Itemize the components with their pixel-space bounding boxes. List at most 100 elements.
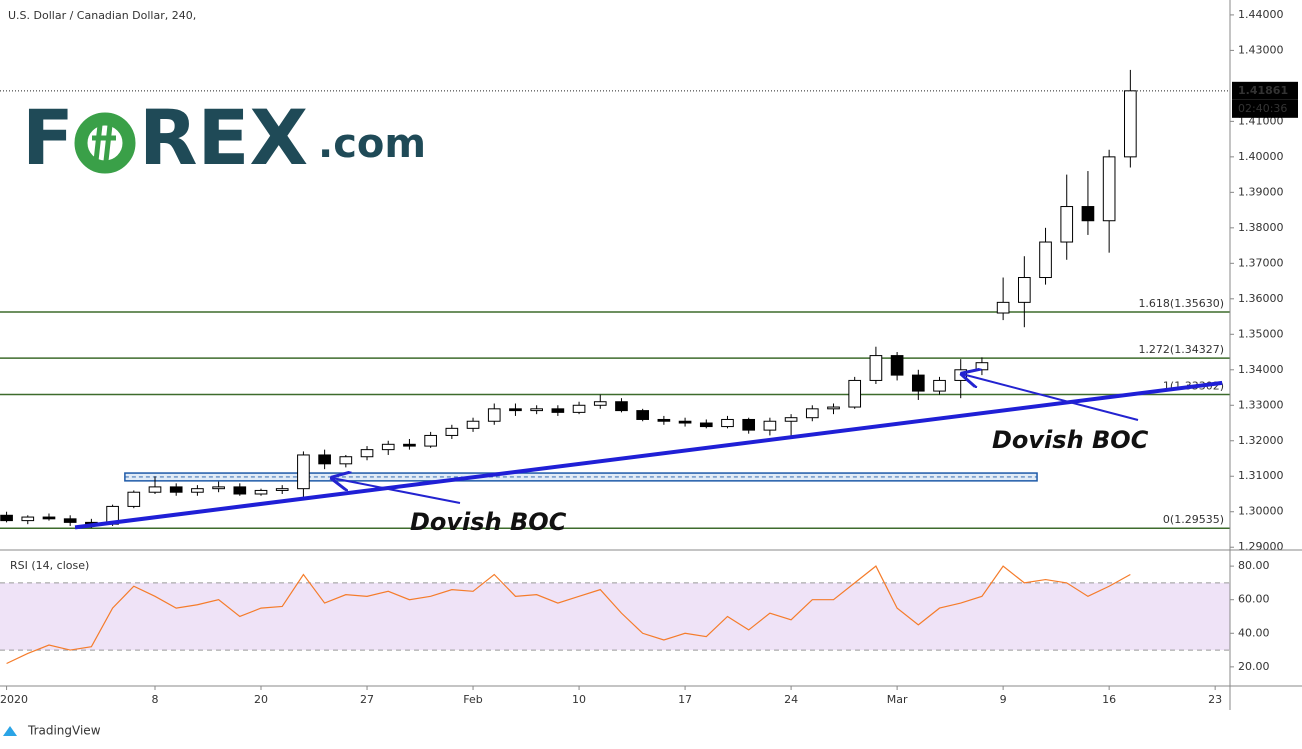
x-tick-label: 9 [1000, 693, 1007, 706]
y-tick-label: 1.30000 [1238, 505, 1284, 518]
candle-body [0, 514, 13, 522]
candle-body [318, 454, 331, 465]
x-tick-label: 16 [1102, 693, 1116, 706]
candle-body [381, 443, 395, 451]
candle-body [1017, 277, 1031, 303]
logo-suffix: .com [318, 121, 426, 167]
y-tick-label: 1.40000 [1238, 150, 1284, 163]
annotation-arrow [962, 374, 1139, 421]
candle-body [657, 418, 671, 422]
logo-left: F [22, 93, 74, 182]
candle-body [191, 488, 204, 493]
y-tick-label: 40.00 [1238, 626, 1270, 639]
candle-body [848, 379, 862, 408]
candle-body [1060, 206, 1074, 243]
x-tick-label: 17 [678, 693, 692, 706]
y-tick-label: 1.36000 [1238, 292, 1284, 305]
candle-body [466, 420, 480, 429]
rsi-pane [0, 565, 1230, 665]
candle-body [360, 449, 374, 458]
candle-body [1081, 206, 1095, 222]
footer-icon [3, 726, 17, 736]
logo: F REX .com [22, 93, 426, 182]
y-tick-label: 1.29000 [1238, 540, 1284, 553]
candle-body [827, 406, 840, 410]
candle-body [890, 355, 904, 376]
y-tick-label: 1.34000 [1238, 363, 1284, 376]
rsi-band [0, 582, 1230, 651]
candle-body [487, 408, 501, 422]
y-tick-label: 1.39000 [1238, 185, 1284, 198]
logo-o [74, 112, 136, 174]
y-tick-label: 1.37000 [1238, 256, 1284, 269]
y-tick-label: 20.00 [1238, 660, 1270, 673]
candle-body [763, 420, 777, 431]
x-tick-label: 20 [254, 693, 268, 706]
annotation: Dovish BOC [992, 426, 1149, 454]
x-tick-label: Mar [887, 693, 908, 706]
candle-body [615, 401, 628, 412]
candle-body [42, 516, 56, 520]
candle-body [63, 518, 77, 523]
candle-body [509, 408, 522, 412]
current-price-box [1232, 81, 1298, 100]
candle-body [805, 408, 819, 419]
y-tick-label: 80.00 [1238, 559, 1270, 572]
candle-body [721, 418, 734, 428]
x-tick-label: 27 [360, 693, 374, 706]
y-tick-label: 60.00 [1238, 593, 1270, 606]
y-tick-label: 1.44000 [1238, 8, 1284, 21]
candle-body [424, 434, 437, 447]
y-tick-label: 1.31000 [1238, 469, 1284, 482]
candle-body [593, 401, 607, 406]
candle-body [784, 417, 798, 422]
logo-o-symbol [92, 124, 116, 162]
candle-body [699, 422, 713, 428]
x-tick-label: 2020 [0, 693, 28, 706]
level-label: 1.618(1.35630) [1138, 297, 1224, 310]
chart-title: U.S. Dollar / Canadian Dollar, 240, [8, 9, 196, 22]
candle-body [403, 443, 416, 447]
timer-box [1232, 99, 1298, 118]
annotation-arrow [332, 478, 461, 504]
candle-body [996, 301, 1010, 314]
candle-body [530, 408, 543, 412]
candle-body [636, 410, 650, 420]
candle-body [297, 454, 310, 490]
candle-body [233, 486, 247, 495]
trendline [74, 380, 1223, 530]
x-tick-label: 23 [1208, 693, 1222, 706]
x-tick-label: 24 [784, 693, 798, 706]
level-label: 1.272(1.34327) [1138, 343, 1224, 356]
y-tick-label: 1.38000 [1238, 221, 1284, 234]
candle-body [869, 355, 883, 381]
logo-right: REX [139, 93, 308, 182]
candle-body [551, 408, 565, 413]
footer-text: TradingView [27, 724, 101, 738]
candle-body [275, 488, 289, 491]
candle-body [572, 404, 586, 413]
candle-body [1102, 156, 1116, 222]
candle-body [1039, 241, 1052, 279]
y-tick-label: 1.32000 [1238, 434, 1284, 447]
y-tick-label: 1.35000 [1238, 327, 1284, 340]
candle-body [742, 418, 756, 431]
candle-body [1124, 90, 1137, 158]
candle-body [933, 379, 946, 392]
candle-body [678, 420, 692, 424]
candle-body [21, 516, 35, 522]
candle-body [911, 374, 925, 392]
candle-body [212, 486, 225, 490]
candle-body [975, 362, 989, 371]
current-price-label: 1.41861 [1238, 84, 1288, 97]
candle-body [254, 489, 268, 495]
axes: 1.29000 1.30000 1.31000 1.32000 1.33000 1.340… [0, 8, 1298, 706]
level-label: 0(1.29535) [1163, 513, 1224, 526]
footer: TradingView [3, 724, 101, 738]
y-tick-label: 1.43000 [1238, 43, 1284, 56]
candle-body [169, 486, 183, 493]
timer-label: 02:40:36 [1238, 102, 1287, 115]
candle-body [339, 456, 353, 465]
rsi-line [6, 565, 1131, 665]
